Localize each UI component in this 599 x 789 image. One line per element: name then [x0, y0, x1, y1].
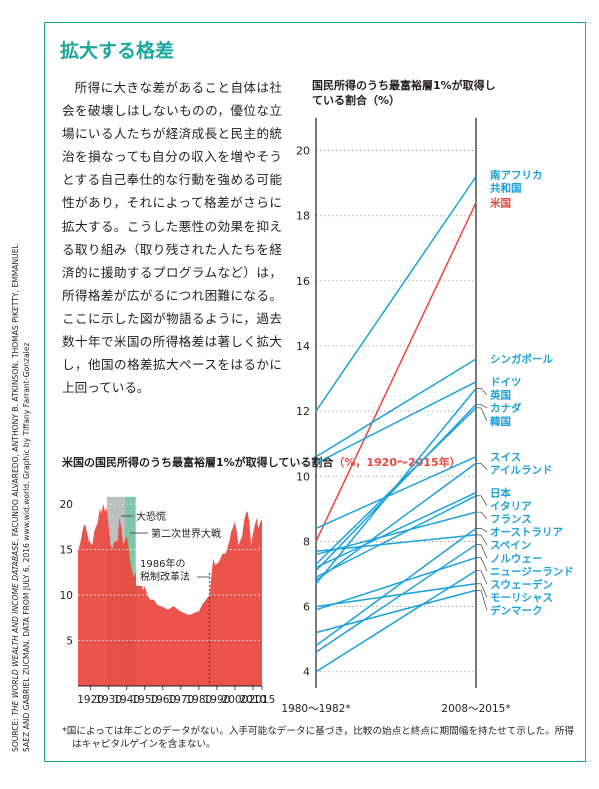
- tax-reform-label: 1986年の税制改革法: [140, 557, 190, 583]
- series-line: [315, 358, 477, 458]
- series-label: モーリシャス: [490, 592, 553, 604]
- small-x-tick-label: 2010: [240, 694, 267, 706]
- body-paragraph: 所得に大きな差があること自体は社会を破壊しはしないものの，優位な立場にいる人たち…: [62, 80, 282, 396]
- series-label: デンマーク: [490, 604, 543, 617]
- series-line: [315, 557, 477, 611]
- series-line: [315, 456, 477, 530]
- series-line: [315, 511, 477, 556]
- small-x-tick-label: 1970: [167, 694, 194, 706]
- main-y-tick-label: 16: [296, 275, 310, 288]
- series-line: [315, 202, 477, 542]
- series-label: 英国: [489, 389, 511, 402]
- small-x-tick-label: 1960: [149, 694, 176, 706]
- main-y-tick-label: 20: [296, 145, 310, 158]
- us-share-area: [78, 504, 262, 686]
- small-x-tick-label: 2000: [222, 694, 249, 706]
- main-chart-title: 国民所得のうち最富裕層1%が取得している割合（%）: [312, 78, 497, 108]
- wwii-label: 第二次世界大戦: [151, 527, 221, 540]
- series-label: カナダ: [490, 402, 522, 415]
- label-leader-line: [476, 407, 488, 422]
- label-leader-line: [476, 528, 488, 533]
- main-x-label-start: 1980～1982*: [281, 703, 350, 715]
- label-leader-line: [476, 570, 488, 585]
- series-line: [315, 491, 477, 569]
- series-line: [315, 462, 477, 582]
- label-leader-line: [476, 388, 488, 396]
- series-label: スウェーデン: [490, 578, 553, 591]
- small-y-tick-label: 15: [60, 545, 73, 557]
- main-y-tick-label: 8: [303, 535, 310, 548]
- label-leader-line: [476, 495, 488, 506]
- main-chart-title-text: 国民所得のうち最富裕層1%が取得している割合（%）: [312, 79, 496, 107]
- small-y-tick-label: 20: [60, 499, 73, 511]
- series-line: [315, 176, 477, 412]
- label-leader-line: [476, 534, 488, 546]
- small-x-tick-label: 1940: [113, 694, 140, 706]
- small-x-tick-label: 1950: [131, 694, 158, 706]
- small-x-tick-label: 1990: [204, 694, 231, 706]
- series-label: ノルウェー: [490, 553, 543, 565]
- series-label: 南アフリカ共和国: [490, 169, 543, 195]
- main-y-tick-label: 10: [296, 470, 310, 483]
- small-x-tick-label: 2015: [249, 694, 276, 706]
- series-line: [315, 495, 477, 578]
- small-x-tick-label: 1920: [77, 694, 104, 706]
- series-label: 日本: [490, 486, 511, 499]
- series-label: アイルランド: [490, 465, 552, 477]
- series-label: スペイン: [490, 540, 531, 552]
- main-x-label-end: 2008～2015*: [441, 703, 510, 715]
- series-label: ドイツ: [490, 377, 522, 389]
- series-line: [315, 589, 477, 634]
- series-label: イタリア: [490, 500, 532, 512]
- series-line: [315, 407, 477, 565]
- series-label: フランス: [490, 513, 532, 525]
- page-title: 拡大する格差: [60, 40, 175, 62]
- series-label: 韓国: [490, 415, 511, 428]
- label-leader-line: [476, 557, 488, 572]
- series-line: [315, 381, 477, 464]
- small-y-tick-label: 10: [60, 590, 73, 602]
- main-y-tick-label: 6: [303, 601, 310, 614]
- depression-label: 大恐慌: [136, 510, 166, 523]
- series-line: [315, 404, 477, 572]
- label-leader-line: [476, 404, 488, 409]
- footnote: *国によっては年ごとのデータがない。入手可能なデータに基づき，比較の始点と終点に…: [62, 726, 574, 750]
- series-line: [315, 544, 477, 653]
- series-label: スイス: [490, 451, 521, 463]
- series-label: 米国: [489, 196, 511, 209]
- small-x-tick-label: 1930: [95, 694, 122, 706]
- label-leader-line: [476, 583, 488, 598]
- label-leader-line: [476, 589, 488, 611]
- small-y-tick-label: 5: [66, 636, 73, 648]
- tax-reform-label-bg: [136, 554, 196, 586]
- small-chart-title-text: 米国の国民所得のうち最富裕層1%が取得している割合: [62, 456, 334, 469]
- small-chart-title-unit: （%，1920～2015年）: [333, 456, 461, 469]
- main-y-tick-label: 14: [296, 340, 310, 353]
- label-leader-line: [476, 544, 488, 559]
- series-line: [315, 534, 477, 552]
- small-x-tick-label: 1980: [185, 694, 212, 706]
- series-line: [315, 583, 477, 608]
- series-label: シンガポール: [490, 353, 553, 366]
- small-chart-title: 米国の国民所得のうち最富裕層1%が取得している割合（%，1920～2015年）: [62, 455, 461, 470]
- label-leader-line: [476, 462, 488, 471]
- main-y-tick-label: 18: [296, 210, 310, 223]
- content-frame: [44, 22, 586, 762]
- main-y-tick-label: 12: [296, 405, 310, 418]
- main-y-tick-label: 4: [303, 666, 310, 679]
- series-label: ニュージーランド: [490, 566, 574, 578]
- series-label: オーストラリア: [490, 527, 563, 539]
- label-leader-line: [476, 511, 488, 519]
